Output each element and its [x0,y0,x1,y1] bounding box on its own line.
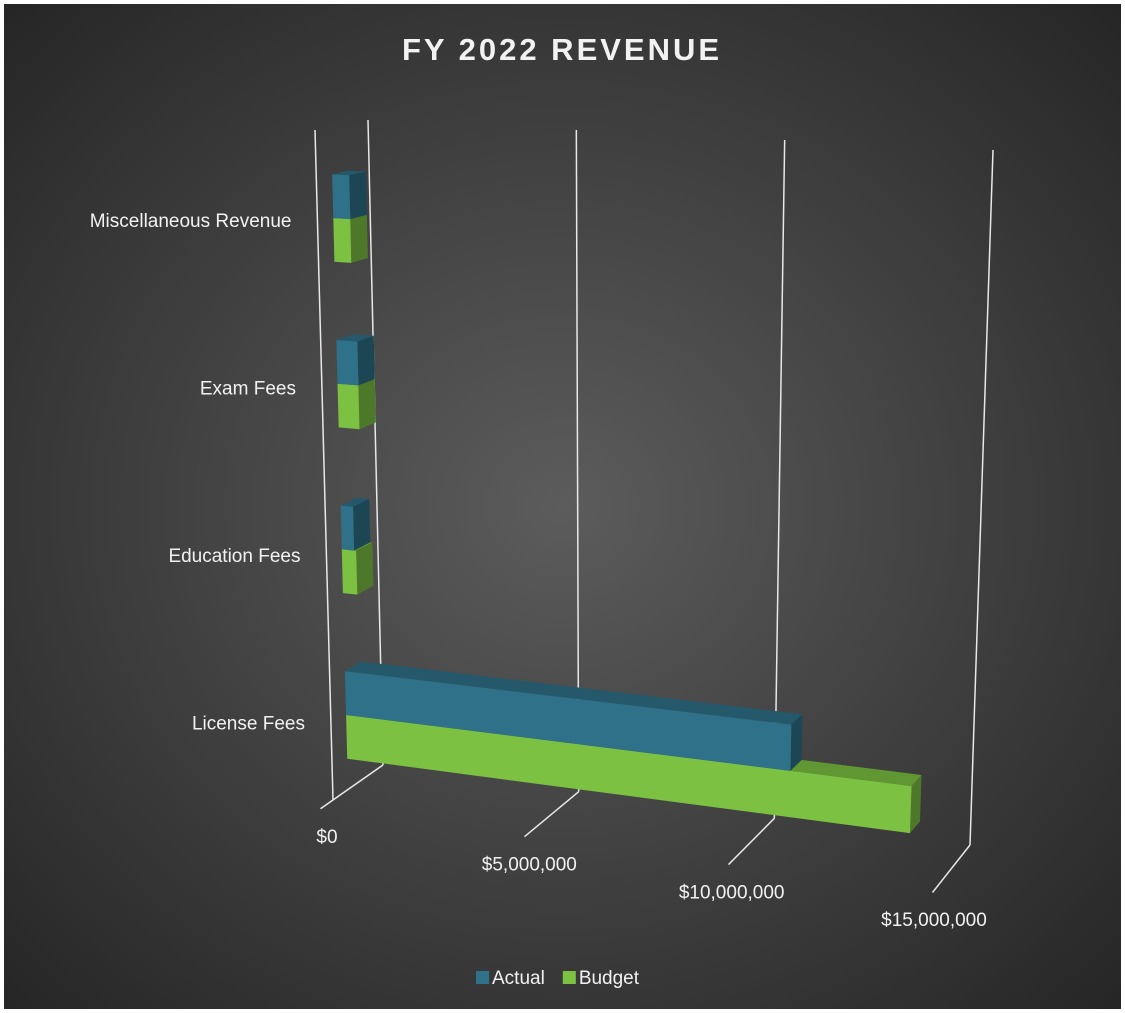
bar-end-face [910,775,922,834]
side-wall-edge [314,129,334,801]
legend-swatch [476,971,489,984]
floor-tick-line [320,764,384,810]
chart-background [4,4,1121,1009]
legend-label: Actual [492,968,545,989]
y-tick-label: Exam Fees [200,379,296,400]
chart-title: FY 2022 REVENUE [402,32,722,67]
bar [332,170,367,220]
legend-label: Budget [579,968,640,989]
floor-tick-line [524,791,580,838]
bar-front-face [346,715,912,834]
grid-line [367,119,384,766]
bar-front-face [336,340,359,386]
y-tick-label: License Fees [192,714,305,735]
y-tick-label: Education Fees [168,546,300,567]
grid-line [575,129,580,792]
x-tick-label: $10,000,000 [679,882,785,903]
bar-end-face [356,542,374,595]
bar-top-face [336,334,374,342]
bar-end-face [350,214,368,263]
bar-top-face [332,170,366,176]
bar-top-face [340,497,370,507]
bar-front-face [337,383,360,430]
bar-top-face [344,661,803,725]
bar-front-face [333,218,352,263]
bar-end-face [353,499,371,551]
bar-front-face [344,671,792,771]
legend-swatch [562,971,576,984]
bar-end-face [358,379,376,430]
x-tick-label: $0 [316,827,337,848]
bar-end-face [357,335,375,386]
grid-line [773,139,786,819]
y-tick-label: Miscellaneous Revenue [90,211,292,232]
bar [336,334,375,386]
bar-end-face [349,171,367,220]
floor-tick-line [727,817,775,866]
x-tick-label: $5,000,000 [482,855,577,876]
bar-end-face [790,714,803,771]
bar-front-face [340,505,355,551]
x-tick-label: $15,000,000 [881,910,987,931]
bar [340,497,371,551]
grid-line [969,149,994,846]
floor-tick-line [931,844,971,893]
bar-front-face [341,549,358,595]
bar [344,661,803,771]
bar-front-face [332,174,351,220]
bar [333,213,368,263]
